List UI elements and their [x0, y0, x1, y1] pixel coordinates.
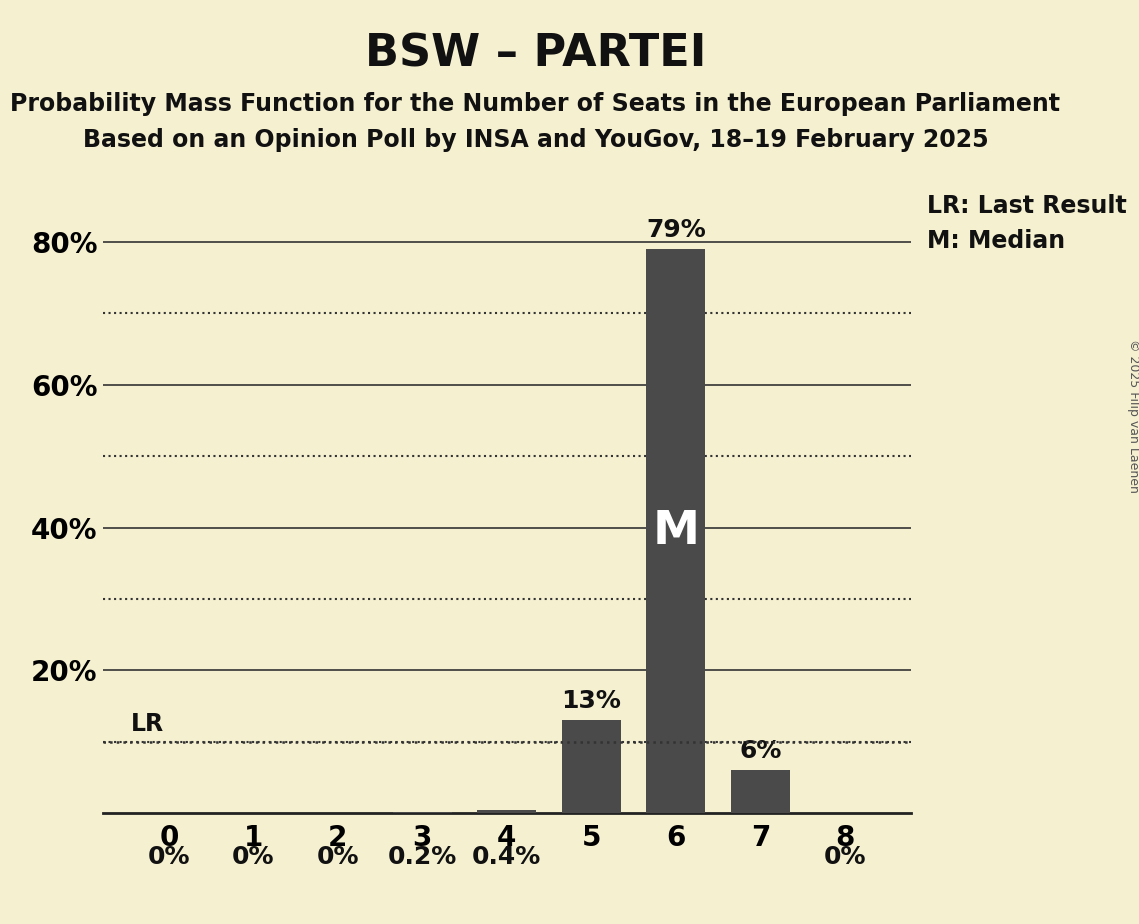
Text: M: M	[653, 508, 699, 553]
Text: M: Median: M: Median	[927, 229, 1065, 253]
Text: BSW – PARTEI: BSW – PARTEI	[364, 32, 706, 76]
Bar	[393, 811, 452, 813]
Text: © 2025 Filip van Laenen: © 2025 Filip van Laenen	[1126, 339, 1139, 492]
Text: 79%: 79%	[646, 218, 706, 242]
Text: Based on an Opinion Poll by INSA and YouGov, 18–19 February 2025: Based on an Opinion Poll by INSA and You…	[82, 128, 989, 152]
Text: 0%: 0%	[823, 845, 866, 869]
Text: Probability Mass Function for the Number of Seats in the European Parliament: Probability Mass Function for the Number…	[10, 92, 1060, 116]
Bar	[731, 771, 790, 813]
Text: 13%: 13%	[562, 689, 621, 713]
Text: 0%: 0%	[148, 845, 190, 869]
Text: 0.2%: 0.2%	[387, 845, 457, 869]
Bar	[477, 810, 536, 813]
Text: 0%: 0%	[317, 845, 359, 869]
Text: LR: LR	[131, 712, 164, 736]
Text: LR: Last Result: LR: Last Result	[927, 194, 1128, 218]
Bar	[562, 721, 621, 813]
Text: 0.4%: 0.4%	[473, 845, 541, 869]
Text: 6%: 6%	[739, 739, 781, 763]
Text: 0%: 0%	[232, 845, 274, 869]
Bar	[646, 249, 705, 813]
